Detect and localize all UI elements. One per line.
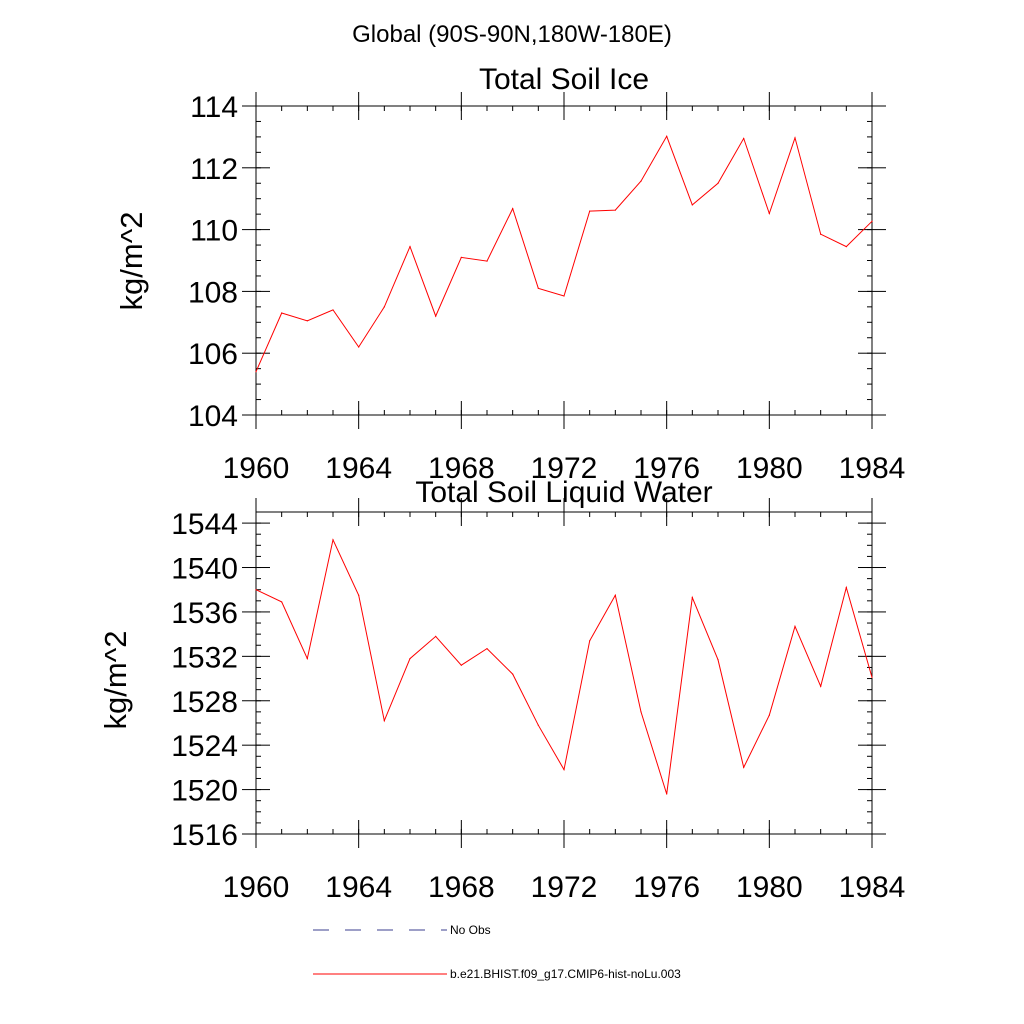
data-point: [820, 233, 822, 235]
data-point: [768, 714, 770, 716]
panel-total-soil-ice: Total Soil Ice kg/m^2 1960 1964 1968 1972 19…: [114, 63, 905, 485]
legend-item-model-run: b.e21.BHIST.f09_g17.CMIP6-hist-noLu.003: [313, 967, 681, 981]
data-point: [409, 657, 411, 660]
y-tick-label: 112: [190, 153, 238, 186]
data-point: [871, 676, 873, 679]
data-point: [717, 182, 719, 184]
y-tick-label: 110: [190, 215, 238, 248]
x-tick-label: 1968: [428, 452, 495, 485]
data-point: [614, 594, 616, 596]
x-tick-label: 1980: [736, 871, 803, 904]
data-point: [332, 539, 334, 541]
data-point: [589, 210, 591, 212]
data-point: [486, 647, 488, 650]
x-tick-label: 1984: [839, 871, 906, 904]
x-tick-label: 1960: [223, 871, 290, 904]
x-tick-label: 1980: [736, 452, 803, 485]
data-point: [614, 209, 616, 211]
data-point: [768, 212, 770, 215]
y-tick-label: 1540: [171, 553, 238, 586]
data-point: [871, 220, 873, 222]
data-point: [640, 711, 642, 713]
figure-suptitle: Global (90S-90N,180W-180E): [352, 21, 672, 48]
legend-label: No Obs: [450, 923, 491, 937]
data-point: [512, 207, 514, 210]
y-tick-label: 1528: [171, 686, 238, 719]
y-tick-label: 104: [188, 400, 238, 433]
data-point: [486, 260, 488, 262]
y-tick-label: 1536: [171, 597, 238, 630]
x-tick-label: 1972: [531, 871, 598, 904]
data-point: [358, 594, 360, 596]
data-point: [281, 601, 283, 603]
panel-title: Total Soil Ice: [479, 63, 649, 96]
x-tick-label: 1976: [633, 871, 700, 904]
data-point: [383, 306, 385, 308]
data-point: [563, 769, 565, 771]
data-point: [794, 137, 796, 139]
data-point: [589, 640, 591, 642]
data-point: [358, 346, 360, 348]
data-point: [794, 625, 796, 627]
x-tick-label: 1964: [325, 871, 392, 904]
x-tick-label: 1972: [531, 452, 598, 485]
legend: No Obs b.e21.BHIST.f09_g17.CMIP6-hist-no…: [313, 923, 681, 981]
data-point: [845, 245, 847, 248]
y-tick-label: 106: [188, 338, 238, 371]
data-point: [281, 312, 283, 314]
data-point: [820, 685, 822, 687]
data-point: [743, 137, 745, 140]
y-axis-label: kg/m^2: [114, 212, 149, 311]
data-point: [255, 371, 257, 373]
x-tick-label: 1960: [223, 452, 290, 485]
y-axis-label: kg/m^2: [98, 631, 133, 730]
data-point: [537, 287, 539, 289]
y-tick-label: 1516: [171, 819, 238, 852]
data-point: [691, 204, 693, 206]
data-point: [460, 256, 462, 259]
data-point: [435, 635, 437, 637]
data-point: [332, 309, 334, 311]
data-point: [845, 586, 847, 589]
data-point: [306, 320, 308, 322]
data-point: [666, 793, 668, 795]
y-tick-label: 1544: [171, 508, 238, 541]
data-point: [537, 724, 539, 726]
data-point: [460, 664, 462, 666]
y-tick-label: 1524: [171, 730, 238, 763]
y-tick-label: 114: [190, 91, 238, 124]
data-point: [691, 596, 693, 599]
data-point: [306, 657, 308, 660]
data-point: [717, 659, 719, 661]
data-point: [743, 766, 745, 768]
y-tick-label: 1520: [171, 775, 238, 808]
data-point: [512, 673, 514, 675]
y-tick-label: 108: [188, 276, 238, 309]
x-tick-label: 1984: [839, 452, 906, 485]
data-point: [666, 135, 668, 137]
panel-total-soil-liquid-water: Total Soil Liquid Water kg/m^2 1960 1964 1…: [98, 476, 905, 904]
data-point: [409, 245, 411, 248]
data-point: [563, 295, 565, 297]
data-point: [640, 180, 642, 182]
x-tick-label: 1964: [325, 452, 392, 485]
legend-item-no-obs: No Obs: [313, 923, 491, 937]
data-point: [383, 720, 385, 722]
x-tick-label: 1968: [428, 871, 495, 904]
legend-label: b.e21.BHIST.f09_g17.CMIP6-hist-noLu.003: [450, 967, 681, 981]
data-point: [255, 589, 257, 591]
y-tick-label: 1532: [171, 641, 238, 674]
x-tick-label: 1976: [633, 452, 700, 485]
data-point: [435, 315, 437, 317]
